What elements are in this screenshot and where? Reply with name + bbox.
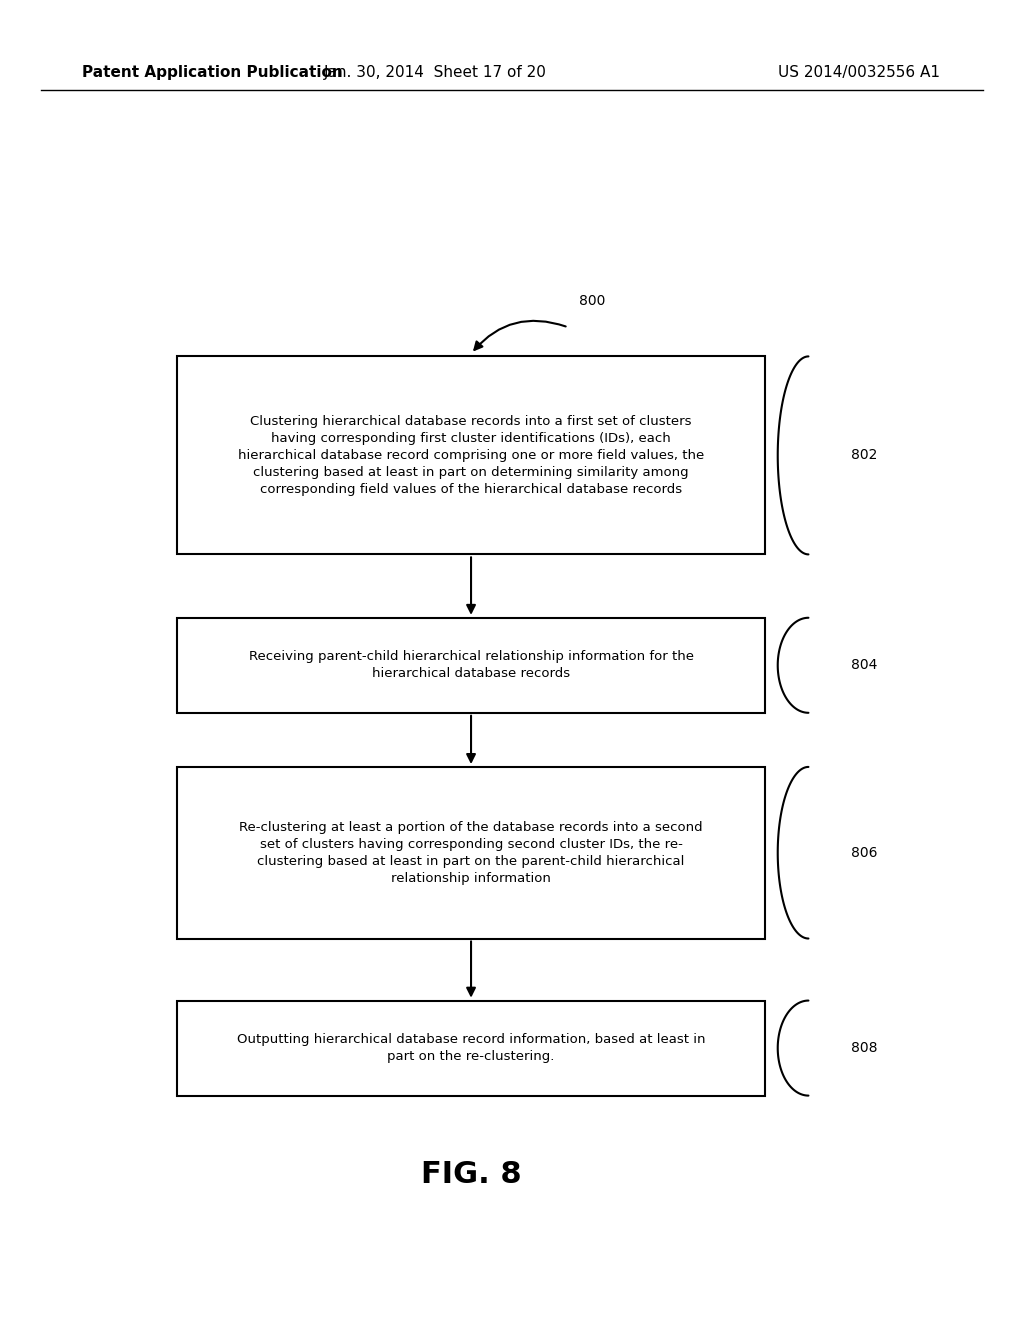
Bar — [177, 618, 766, 713]
Text: Re-clustering at least a portion of the database records into a second
set of cl: Re-clustering at least a portion of the … — [240, 821, 702, 884]
Text: 806: 806 — [852, 846, 878, 859]
Text: Jan. 30, 2014  Sheet 17 of 20: Jan. 30, 2014 Sheet 17 of 20 — [324, 65, 547, 81]
Text: 808: 808 — [852, 1041, 878, 1055]
Bar — [177, 767, 766, 939]
Text: 802: 802 — [852, 449, 878, 462]
Text: Receiving parent-child hierarchical relationship information for the
hierarchica: Receiving parent-child hierarchical rela… — [249, 651, 693, 680]
Bar — [177, 1001, 766, 1096]
Text: FIG. 8: FIG. 8 — [421, 1160, 521, 1189]
Text: Patent Application Publication: Patent Application Publication — [82, 65, 343, 81]
Text: Clustering hierarchical database records into a first set of clusters
having cor: Clustering hierarchical database records… — [238, 414, 705, 496]
Text: US 2014/0032556 A1: US 2014/0032556 A1 — [778, 65, 940, 81]
Text: 800: 800 — [579, 293, 605, 308]
Text: Outputting hierarchical database record information, based at least in
part on t: Outputting hierarchical database record … — [237, 1034, 706, 1063]
FancyArrowPatch shape — [474, 321, 565, 350]
Bar — [177, 356, 766, 554]
Text: 804: 804 — [852, 659, 878, 672]
